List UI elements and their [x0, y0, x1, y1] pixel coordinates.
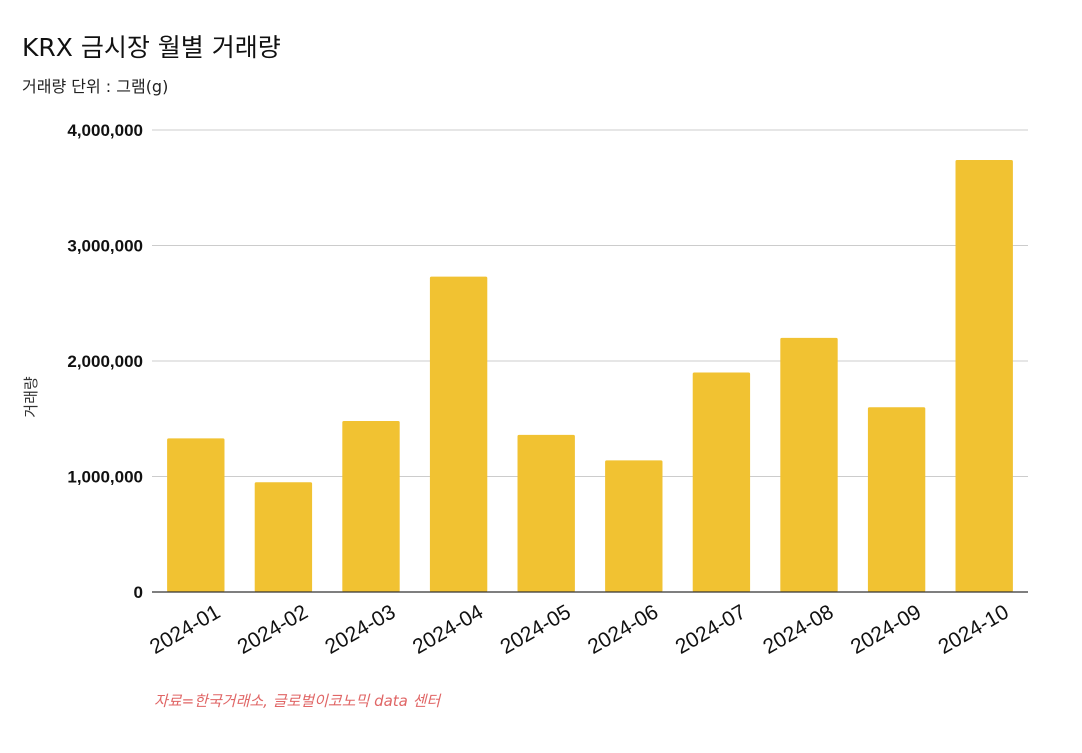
- y-axis-label: 거래량: [22, 376, 40, 418]
- y-tick-label: 2,000,000: [67, 352, 143, 371]
- bar: [429, 276, 488, 592]
- x-tick-label: 2024-01: [146, 600, 224, 658]
- x-tick-label: 2024-06: [584, 600, 662, 658]
- x-tick-label: 2024-02: [234, 600, 312, 658]
- bar: [605, 460, 663, 592]
- chart-subtitle: 거래량 단위 : 그램(g): [22, 77, 169, 96]
- bar: [517, 434, 575, 592]
- x-tick-label: 2024-08: [759, 600, 837, 658]
- bar: [867, 407, 926, 592]
- bar: [342, 421, 400, 592]
- x-tick-label: 2024-04: [409, 600, 488, 659]
- x-tick-label: 2024-05: [496, 600, 574, 658]
- bar: [167, 438, 225, 592]
- y-tick-label: 3,000,000: [67, 237, 143, 256]
- x-tick-label: 2024-09: [847, 600, 925, 658]
- x-axis-ticks: 2024-01 2024-02 2024-03 2024-04 2024-05 2024-…: [146, 600, 1013, 659]
- y-tick-label: 1,000,000: [67, 468, 143, 487]
- y-tick-label: 0: [134, 583, 143, 602]
- y-tick-label: 4,000,000: [67, 121, 143, 140]
- source-note: 자료=한국거래소, 글로벌이코노믹 data 센터: [154, 692, 441, 710]
- bar: [955, 160, 1013, 592]
- x-tick-label: 2024-10: [934, 600, 1012, 658]
- x-tick-label: 2024-03: [321, 600, 399, 658]
- bar: [692, 372, 751, 592]
- bar: [254, 482, 313, 592]
- bars: [167, 160, 1013, 592]
- bar: [780, 337, 838, 592]
- y-axis-ticks: 0 1,000,000 2,000,000 3,000,000 4,000,000: [67, 121, 143, 602]
- x-tick-label: 2024-07: [672, 600, 750, 658]
- chart-title: KRX 금시장 월별 거래량: [22, 33, 281, 62]
